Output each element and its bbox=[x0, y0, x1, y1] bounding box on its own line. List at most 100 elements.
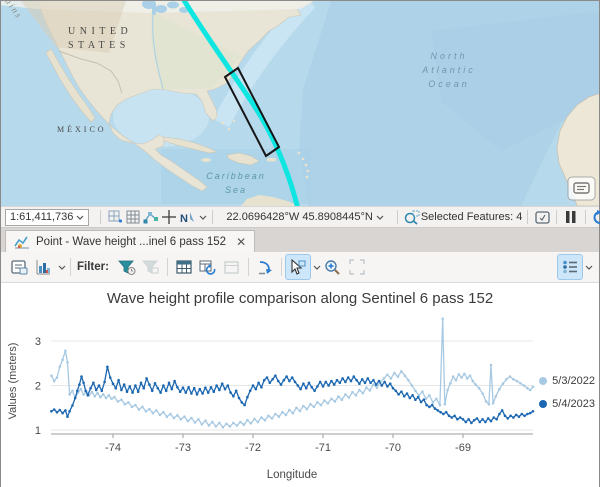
chevron-down-icon[interactable] bbox=[313, 265, 321, 270]
tab-close-icon[interactable]: ✕ bbox=[236, 234, 247, 249]
label-mexico: MÉXICO bbox=[57, 124, 107, 134]
legend-item[interactable]: 5/3/2022 bbox=[539, 375, 595, 387]
legend-icon[interactable] bbox=[557, 254, 583, 280]
pane-tab-strip: Point - Wave height ...inel 6 pass 152 ✕ bbox=[1, 228, 599, 252]
map-view[interactable]: UNITED STATES MÉXICO ains North Atlantic… bbox=[1, 1, 599, 206]
separator bbox=[396, 210, 398, 224]
table-icon[interactable] bbox=[172, 255, 196, 279]
scale-combo[interactable]: 1:61,411,736 bbox=[5, 208, 90, 226]
svg-text:Sea: Sea bbox=[225, 185, 247, 195]
label-united-states: UNITED bbox=[68, 26, 132, 37]
svg-text:-73: -73 bbox=[175, 442, 191, 454]
east-us-tint bbox=[151, 11, 241, 89]
label-caribbean: Caribbean bbox=[206, 171, 266, 181]
refresh-icon[interactable] bbox=[591, 208, 600, 226]
select-mode-icon[interactable] bbox=[284, 254, 311, 280]
map-status-bar: 1:61,411,736 N 22.0696428°W 45.8908445°N bbox=[1, 206, 600, 228]
chevron-down-icon bbox=[376, 215, 384, 220]
svg-text:3: 3 bbox=[35, 336, 41, 348]
legend-swatch bbox=[539, 400, 548, 408]
coordinates-value: 22.0696428°W 45.8908445°N bbox=[226, 211, 373, 223]
chart-legend: 5/3/2022 5/4/2023 bbox=[539, 375, 595, 421]
legend-swatch bbox=[539, 377, 548, 385]
separator bbox=[527, 210, 529, 224]
cuba bbox=[162, 136, 218, 154]
jamaica bbox=[201, 158, 211, 162]
chart-pane: Wave height profile comparison along Sen… bbox=[1, 283, 599, 487]
svg-text:-70: -70 bbox=[385, 442, 401, 454]
filter-by-selection-icon[interactable] bbox=[139, 255, 163, 279]
great-lakes bbox=[142, 1, 189, 15]
svg-text:Ocean: Ocean bbox=[428, 79, 470, 89]
river bbox=[152, 12, 164, 90]
west-us-tint bbox=[21, 1, 126, 53]
chevron-down-icon[interactable] bbox=[585, 265, 593, 270]
chart-title: Wave height profile comparison along Sen… bbox=[106, 290, 494, 307]
attributes-window-icon[interactable] bbox=[533, 208, 551, 226]
separator bbox=[556, 210, 558, 224]
svg-text:1: 1 bbox=[35, 425, 41, 437]
separator bbox=[585, 210, 587, 224]
deep-atlantic-2 bbox=[431, 11, 599, 151]
pause-drawing-icon[interactable] bbox=[562, 208, 580, 226]
coordinates-display[interactable]: 22.0696428°W 45.8908445°N bbox=[226, 211, 384, 223]
chart-tab-icon bbox=[14, 236, 29, 249]
legend-label: 5/3/2022 bbox=[552, 375, 595, 387]
baja-peninsula bbox=[45, 48, 96, 123]
grid-icon[interactable] bbox=[124, 208, 142, 226]
snap-grid-icon[interactable] bbox=[106, 208, 124, 226]
svg-text:N: N bbox=[180, 213, 188, 225]
select-zoom-icon[interactable] bbox=[403, 208, 421, 226]
sentinel-track bbox=[181, 1, 300, 206]
basemap: UNITED STATES MÉXICO ains North Atlantic… bbox=[1, 1, 599, 206]
chart-pane-tab[interactable]: Point - Wave height ...inel 6 pass 152 ✕ bbox=[5, 230, 256, 252]
chart-plot[interactable]: 1 2 3 -74 -73 -72 -71 -70 -69 bbox=[1, 313, 546, 469]
crosshair-icon[interactable] bbox=[160, 208, 178, 226]
gulf-of-mexico bbox=[113, 87, 209, 147]
x-axis-label: Longitude bbox=[266, 469, 318, 481]
puerto-rico bbox=[267, 158, 276, 162]
selection-rectangle[interactable] bbox=[223, 66, 281, 158]
svg-text:STATES: STATES bbox=[68, 40, 130, 51]
full-extent-icon[interactable] bbox=[345, 255, 369, 279]
svg-text:2: 2 bbox=[35, 381, 41, 393]
topology-icon[interactable] bbox=[142, 208, 160, 226]
chart-tab-title: Point - Wave height ...inel 6 pass 152 bbox=[36, 235, 227, 248]
chart-type-icon[interactable] bbox=[31, 255, 55, 279]
map-message-icon[interactable] bbox=[567, 176, 596, 201]
lesser-antilles bbox=[297, 151, 310, 179]
svg-text:-69: -69 bbox=[455, 442, 471, 454]
south-america bbox=[241, 195, 299, 206]
chevron-down-icon bbox=[76, 215, 84, 220]
chart-toolbar: Filter: bbox=[1, 252, 599, 283]
separator bbox=[70, 258, 71, 276]
hispaniola bbox=[226, 152, 260, 166]
chart-properties-icon[interactable] bbox=[7, 255, 31, 279]
legend-label: 5/4/2023 bbox=[552, 398, 595, 410]
selected-features-label: Selected Features: 4 bbox=[420, 211, 523, 223]
filter-label: Filter: bbox=[77, 261, 109, 273]
scale-value: 1:61,411,736 bbox=[10, 211, 74, 223]
bahamas bbox=[213, 115, 236, 131]
chevron-down-icon[interactable] bbox=[199, 215, 207, 220]
svg-text:-71: -71 bbox=[315, 442, 331, 454]
zoom-in-icon[interactable] bbox=[321, 255, 345, 279]
chevron-down-icon[interactable] bbox=[58, 265, 66, 270]
separator bbox=[247, 258, 249, 276]
label-atlantic: North bbox=[430, 51, 467, 61]
filter-by-extent-icon[interactable] bbox=[115, 255, 139, 279]
north-arrow-icon[interactable]: N bbox=[178, 208, 196, 226]
separator bbox=[100, 210, 102, 224]
separator bbox=[166, 258, 168, 276]
svg-text:-72: -72 bbox=[245, 442, 261, 454]
svg-text:Atlantic: Atlantic bbox=[421, 65, 476, 75]
separator bbox=[212, 210, 214, 224]
svg-text:-74: -74 bbox=[105, 442, 121, 454]
ocean-labels: North Atlantic Ocean Caribbean Sea bbox=[206, 51, 476, 195]
refresh-table-icon[interactable] bbox=[196, 255, 220, 279]
legend-item[interactable]: 5/4/2023 bbox=[539, 398, 595, 410]
selection-table-icon[interactable] bbox=[220, 255, 244, 279]
export-icon[interactable] bbox=[253, 255, 277, 279]
separator bbox=[280, 258, 282, 276]
